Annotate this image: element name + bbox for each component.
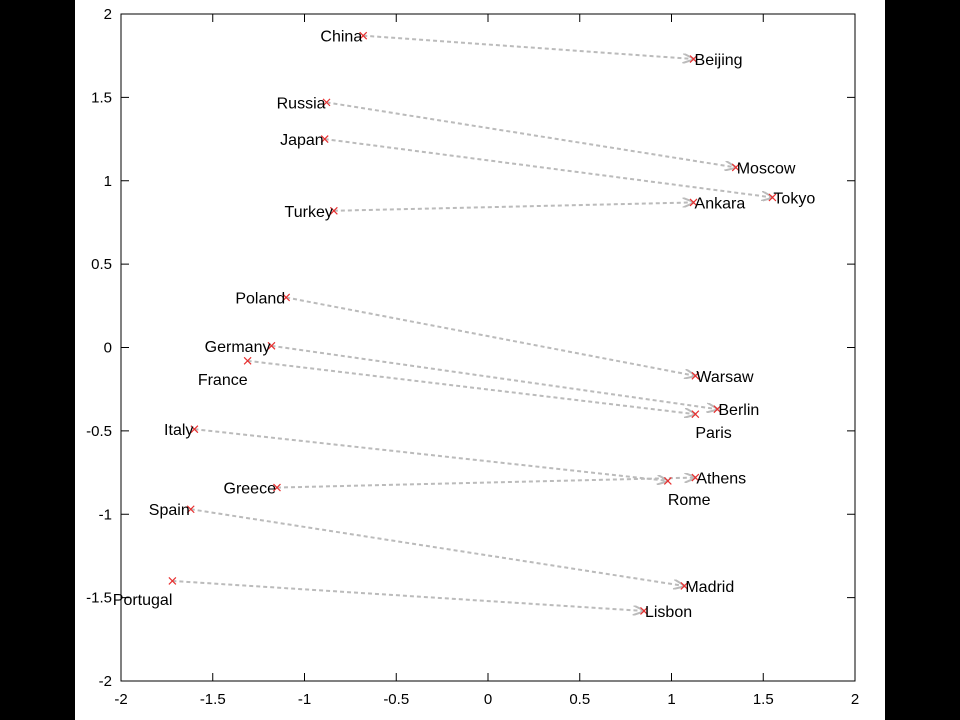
y-tick-label: 0 — [104, 340, 112, 357]
y-tick-label: 1 — [104, 173, 112, 190]
point-label-madrid: Madrid — [685, 579, 734, 596]
x-tick-label: -1 — [298, 691, 311, 708]
point-marker-poland — [282, 293, 291, 302]
point-marker-germany — [267, 341, 276, 350]
point-label-turkey: Turkey — [285, 204, 333, 221]
point-label-spain: Spain — [149, 502, 190, 519]
x-tick-label: 0 — [484, 691, 492, 708]
arrow-poland-warsaw — [285, 296, 695, 375]
point-marker-spain — [186, 505, 195, 514]
x-tick-label: -2 — [114, 691, 127, 708]
arrow-portugal-lisbon — [172, 579, 644, 611]
point-label-lisbon: Lisbon — [645, 604, 692, 621]
point-label-paris: Paris — [695, 425, 731, 442]
point-label-china: China — [320, 29, 362, 46]
point-label-athens: Athens — [696, 471, 746, 488]
arrow-china-beijing — [363, 34, 693, 59]
point-label-poland: Poland — [235, 290, 285, 307]
arrow-france-paris — [247, 359, 696, 414]
y-tick-label: 1.5 — [91, 89, 112, 106]
y-tick-label: -0.5 — [86, 423, 112, 440]
x-tick-label: -0.5 — [383, 691, 409, 708]
chart-canvas: -2 -1.5 -1 -0.5 0 0.5 1 1.5 2 2 1.5 1 0.5 0 -0.5 -1 -1.5… — [75, 0, 885, 720]
point-marker-berlin — [713, 405, 722, 414]
y-tick-label: -2 — [99, 673, 112, 690]
point-label-ankara: Ankara — [695, 195, 746, 212]
point-marker-madrid — [680, 582, 689, 590]
point-label-greece: Greece — [224, 481, 277, 498]
arrow-spain-madrid — [190, 508, 685, 586]
point-marker-portugal — [168, 577, 177, 585]
point-marker-paris — [691, 410, 700, 419]
point-label-japan: Japan — [280, 132, 324, 149]
arrow-germany-berlin — [271, 344, 717, 409]
point-marker-moscow — [731, 163, 740, 172]
arrow-greece-athens — [276, 478, 695, 489]
point-label-portugal: Portugal — [113, 592, 173, 609]
point-marker-china — [359, 31, 368, 40]
arrow-turkey-ankara — [333, 202, 694, 212]
point-marker-japan — [320, 135, 329, 143]
point-label-russia: Russia — [277, 95, 326, 112]
x-tick-label: 1 — [667, 691, 675, 708]
arrow-japan-tokyo — [324, 138, 773, 197]
point-label-moscow: Moscow — [737, 160, 796, 177]
point-label-tokyo: Tokyo — [773, 190, 815, 207]
x-tick-label: 1.5 — [753, 691, 774, 708]
point-marker-rome — [663, 476, 672, 485]
point-marker-tokyo — [768, 193, 777, 202]
point-marker-france — [243, 356, 252, 365]
point-marker-lisbon — [640, 607, 648, 615]
scatter-chart: -2 -1.5 -1 -0.5 0 0.5 1 1.5 2 2 1.5 1 0.5 0 -0.5 -1 -1.5… — [86, 6, 859, 708]
point-label-germany: Germany — [205, 339, 271, 356]
point-label-rome: Rome — [668, 492, 711, 509]
point-label-italy: Italy — [164, 422, 193, 439]
point-marker-italy — [190, 425, 199, 434]
axis-ticks: -2 -1.5 -1 -0.5 0 0.5 1 1.5 2 2 1.5 1 0.5 0 -0.5 -1 -1.5… — [86, 6, 859, 708]
x-tick-label: -1.5 — [200, 691, 226, 708]
arrow-layer — [172, 34, 773, 611]
point-label-beijing: Beijing — [695, 52, 743, 69]
point-marker-turkey — [329, 206, 338, 215]
point-marker-greece — [273, 483, 281, 492]
y-tick-label: 0.5 — [91, 256, 112, 273]
point-label-france: France — [198, 372, 248, 389]
point-marker-athens — [691, 473, 700, 482]
y-tick-label: -1 — [99, 506, 112, 523]
x-tick-label: 0.5 — [569, 691, 590, 708]
x-tick-label: 2 — [851, 691, 859, 708]
y-tick-label: -1.5 — [86, 590, 112, 607]
point-label-berlin: Berlin — [718, 402, 759, 419]
point-marker-russia — [322, 98, 331, 107]
arrow-italy-rome — [194, 428, 667, 481]
arrow-russia-moscow — [326, 101, 736, 167]
point-marker-beijing — [689, 55, 698, 63]
point-marker-warsaw — [691, 371, 700, 380]
label-layer: China Beijing Russia Moscow Japan Tokyo Turkey… — [113, 29, 816, 621]
y-tick-label: 2 — [104, 6, 112, 23]
marker-layer — [168, 31, 777, 615]
point-marker-ankara — [689, 198, 698, 207]
point-label-warsaw: Warsaw — [696, 369, 754, 386]
